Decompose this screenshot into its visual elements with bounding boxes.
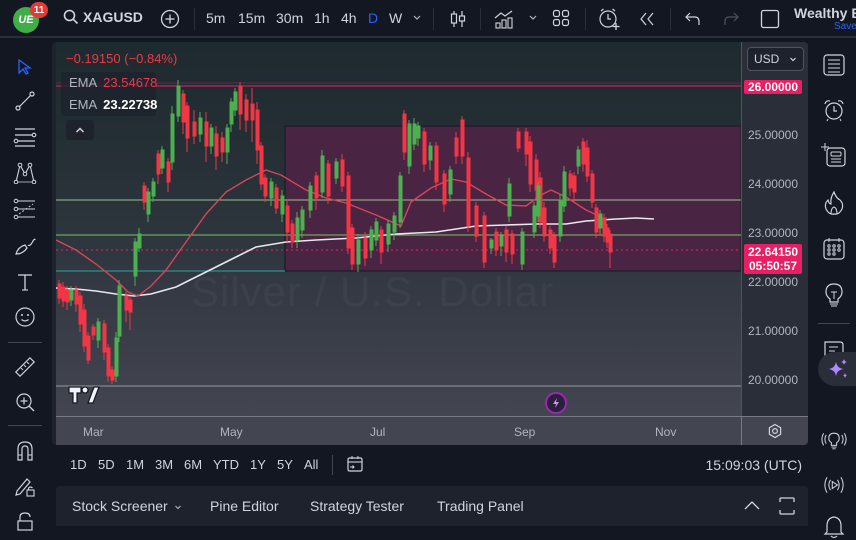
bar-countdown: 05:50:57 (748, 259, 798, 273)
ideas-bulb-icon[interactable] (821, 282, 847, 308)
lock-icon[interactable] (12, 508, 38, 534)
right-sidebar (812, 40, 856, 539)
maximize-panel-icon[interactable] (778, 496, 796, 516)
last-price-tag: 22.64150 05:50:57 (744, 244, 802, 274)
chevron-down-icon (790, 57, 796, 62)
chevron-down-icon[interactable] (174, 503, 182, 511)
timeframe-w[interactable]: W (389, 10, 403, 26)
timeframe-5m[interactable]: 5m (206, 10, 226, 26)
cursor-icon[interactable] (12, 54, 38, 80)
chart-pane[interactable]: Silver / U.S. Dollar −0.19150 (−0.84%) E… (56, 42, 741, 416)
fullscreen-icon[interactable] (760, 9, 780, 29)
range-5y[interactable]: 5Y (277, 457, 293, 472)
go-to-date-icon[interactable] (345, 454, 365, 479)
notification-bell-icon[interactable] (821, 514, 847, 540)
tab-trading-panel[interactable]: Trading Panel (437, 498, 524, 514)
timeframe-d[interactable]: D (368, 10, 379, 26)
ai-assistant-button[interactable] (818, 352, 856, 386)
pattern-icon[interactable] (12, 160, 38, 186)
brush-icon[interactable] (12, 233, 38, 259)
price-change: −0.19150 (−0.84%) (66, 51, 178, 66)
zoom-in-icon[interactable] (12, 389, 38, 415)
lock-drawing-icon[interactable] (12, 474, 38, 500)
indicators-icon[interactable] (493, 8, 515, 30)
range-1y[interactable]: 1Y (250, 457, 266, 472)
collapse-legend-button[interactable] (66, 120, 94, 140)
candles-chart-type-icon[interactable] (449, 9, 467, 29)
range-5d[interactable]: 5D (98, 457, 115, 472)
bottom-panel-tabs: Stock Screener Pine Editor Strategy Test… (56, 486, 808, 526)
live-play-icon[interactable] (821, 472, 847, 498)
range-6m[interactable]: 6M (184, 457, 203, 472)
range-ytd[interactable]: YTD (213, 457, 239, 472)
tab-pine-editor[interactable]: Pine Editor (210, 498, 279, 514)
add-symbol-icon[interactable] (160, 9, 180, 29)
layout-grid-icon[interactable] (552, 9, 570, 27)
chart-settings-button[interactable] (741, 416, 808, 445)
hotlist-icon[interactable] (821, 190, 847, 216)
symbol-search[interactable]: XAGUSD (63, 9, 143, 25)
indicators-chevron-icon[interactable] (528, 12, 538, 22)
horizontal-lines-icon[interactable] (12, 124, 38, 150)
magnet-icon[interactable] (12, 438, 38, 464)
replay-icon[interactable] (638, 11, 656, 27)
ema-slow-legend[interactable]: EMA 23.22738 (69, 97, 158, 112)
alert-price-tag: 26.00000 (744, 80, 802, 94)
layout-name[interactable]: Wealthy E (794, 5, 856, 21)
chart-container: Silver / U.S. Dollar −0.19150 (−0.84%) E… (52, 42, 808, 445)
range-1m[interactable]: 1M (126, 457, 145, 472)
add-list-icon[interactable] (821, 142, 847, 168)
text-icon[interactable] (12, 269, 38, 295)
indicator-legend: EMA 23.54678 EMA 23.22738 (61, 72, 158, 116)
undo-icon[interactable] (684, 10, 702, 28)
fib-retracement-icon[interactable] (12, 196, 38, 222)
chevron-up-icon[interactable] (743, 499, 761, 511)
save-button[interactable]: Save (834, 21, 856, 32)
last-price: 22.64150 (747, 245, 799, 259)
date-range-bar: 1D 5D 1M 3M 6M YTD 1Y 5Y All 15:09:03 (U… (52, 447, 808, 481)
watchlist-icon[interactable] (821, 52, 847, 78)
symbol-name: XAGUSD (83, 9, 143, 25)
utc-clock[interactable]: 15:09:03 (UTC) (705, 457, 802, 473)
tab-stock-screener[interactable]: Stock Screener (72, 498, 168, 514)
ema-slow-value: 23.22738 (103, 97, 158, 112)
drawing-toolbar (0, 40, 48, 531)
range-1d[interactable]: 1D (70, 457, 87, 472)
tradingview-logo[interactable] (68, 385, 100, 410)
timeframe-30m[interactable]: 30m (276, 10, 304, 26)
range-all[interactable]: All (304, 457, 319, 472)
candles (57, 80, 613, 384)
lightning-icon[interactable] (545, 392, 567, 414)
candlestick-chart[interactable] (56, 42, 741, 416)
price-scale[interactable]: USD 26.00000 25.00000 24.00000 23.00000 … (741, 42, 808, 416)
currency-select[interactable]: USD (747, 47, 804, 71)
trend-line-icon[interactable] (12, 88, 38, 114)
ema-fast-legend[interactable]: EMA 23.54678 (69, 75, 158, 90)
redo-icon[interactable] (722, 10, 740, 28)
symbol-watermark: Silver / U.S. Dollar (191, 268, 554, 316)
ruler-icon[interactable] (12, 354, 38, 380)
ema-fast-value: 23.54678 (103, 75, 158, 90)
timeframe-4h[interactable]: 4h (341, 10, 357, 26)
timeframe-15m[interactable]: 15m (238, 10, 266, 26)
chevron-down-icon[interactable] (412, 12, 422, 22)
top-toolbar: UE 11 XAGUSD 5m 15m 30m 1h 4h D W (0, 0, 856, 38)
ai-sparkle-icon (829, 359, 847, 378)
notification-badge: 11 (30, 2, 48, 18)
streams-icon[interactable] (821, 428, 847, 454)
tab-strategy-tester[interactable]: Strategy Tester (310, 498, 404, 514)
search-icon (63, 9, 79, 25)
calendar-icon[interactable] (821, 236, 847, 262)
alert-add-icon[interactable] (597, 7, 621, 31)
emoji-icon[interactable] (12, 304, 38, 330)
range-3m[interactable]: 3M (155, 457, 174, 472)
settings-gear-icon (768, 423, 782, 439)
alarm-icon[interactable] (821, 97, 847, 123)
chevron-up-icon (75, 127, 85, 133)
timeframe-1h[interactable]: 1h (314, 10, 330, 26)
time-scale[interactable]: Mar May Jul Sep Nov (56, 416, 741, 445)
